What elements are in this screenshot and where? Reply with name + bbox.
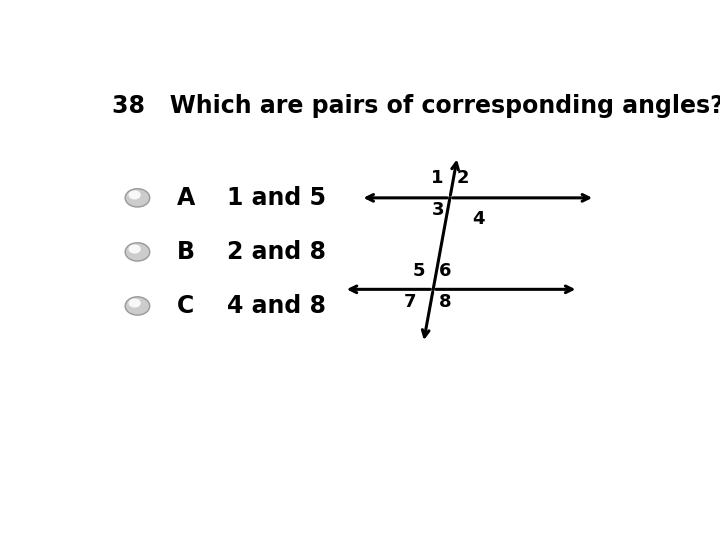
Text: A: A [176,186,194,210]
Text: 3: 3 [432,201,444,219]
Text: 5: 5 [413,262,426,280]
Text: 6: 6 [438,262,451,280]
Text: 4: 4 [472,210,485,228]
Text: 2: 2 [456,170,469,187]
Circle shape [128,245,141,254]
Circle shape [125,188,150,207]
Circle shape [125,297,150,315]
Circle shape [128,191,141,199]
Text: B: B [176,240,194,264]
Text: 8: 8 [438,293,451,310]
Circle shape [128,299,141,308]
Text: C: C [176,294,194,318]
Text: 2 and 8: 2 and 8 [227,240,325,264]
Text: 7: 7 [404,293,416,310]
Text: 1: 1 [431,170,444,187]
Text: 38   Which are pairs of corresponding angles?: 38 Which are pairs of corresponding angl… [112,94,720,118]
Text: 4 and 8: 4 and 8 [227,294,325,318]
Circle shape [125,243,150,261]
Text: 1 and 5: 1 and 5 [227,186,325,210]
